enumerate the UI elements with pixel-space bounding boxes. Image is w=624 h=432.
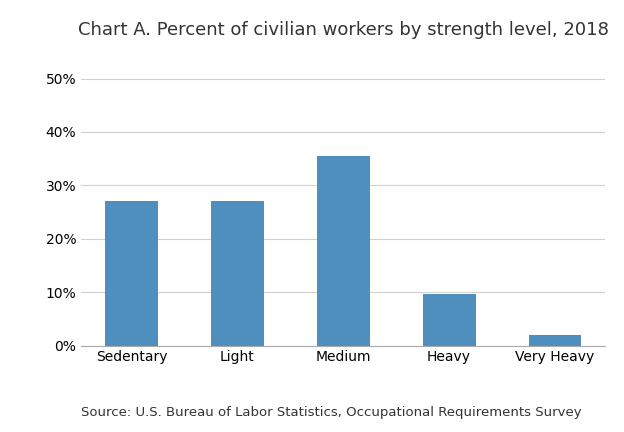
Bar xyxy=(422,294,475,346)
Title: Chart A. Percent of civilian workers by strength level, 2018: Chart A. Percent of civilian workers by … xyxy=(78,21,608,39)
Bar xyxy=(529,335,582,346)
Bar xyxy=(317,156,369,346)
Bar xyxy=(105,201,158,346)
Text: Source: U.S. Bureau of Labor Statistics, Occupational Requirements Survey: Source: U.S. Bureau of Labor Statistics,… xyxy=(81,406,582,419)
Bar xyxy=(211,201,264,346)
